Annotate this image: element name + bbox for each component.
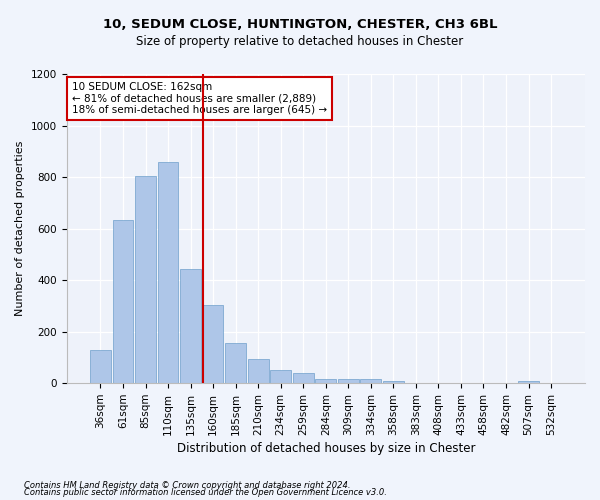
Bar (361, 378, 381, 383)
Bar (316, 380, 336, 383)
Text: Contains public sector information licensed under the Open Government Licence v3: Contains public sector information licen… (24, 488, 387, 497)
Bar (158, 162, 178, 383)
Bar (383, 380, 404, 383)
Bar (248, 358, 269, 383)
Text: 10, SEDUM CLOSE, HUNTINGTON, CHESTER, CH3 6BL: 10, SEDUM CLOSE, HUNTINGTON, CHESTER, CH… (103, 18, 497, 30)
X-axis label: Distribution of detached houses by size in Chester: Distribution of detached houses by size … (176, 442, 475, 455)
Bar (293, 374, 314, 383)
Bar (271, 370, 291, 383)
Bar (113, 220, 133, 383)
Text: Contains HM Land Registry data © Crown copyright and database right 2024.: Contains HM Land Registry data © Crown c… (24, 480, 350, 490)
Bar (518, 380, 539, 383)
Bar (203, 304, 223, 383)
Bar (225, 344, 246, 383)
Bar (90, 350, 111, 383)
Bar (135, 176, 156, 383)
Bar (180, 268, 201, 383)
Text: Size of property relative to detached houses in Chester: Size of property relative to detached ho… (136, 35, 464, 48)
Bar (338, 378, 359, 383)
Y-axis label: Number of detached properties: Number of detached properties (15, 141, 25, 316)
Text: 10 SEDUM CLOSE: 162sqm
← 81% of detached houses are smaller (2,889)
18% of semi-: 10 SEDUM CLOSE: 162sqm ← 81% of detached… (72, 82, 327, 115)
